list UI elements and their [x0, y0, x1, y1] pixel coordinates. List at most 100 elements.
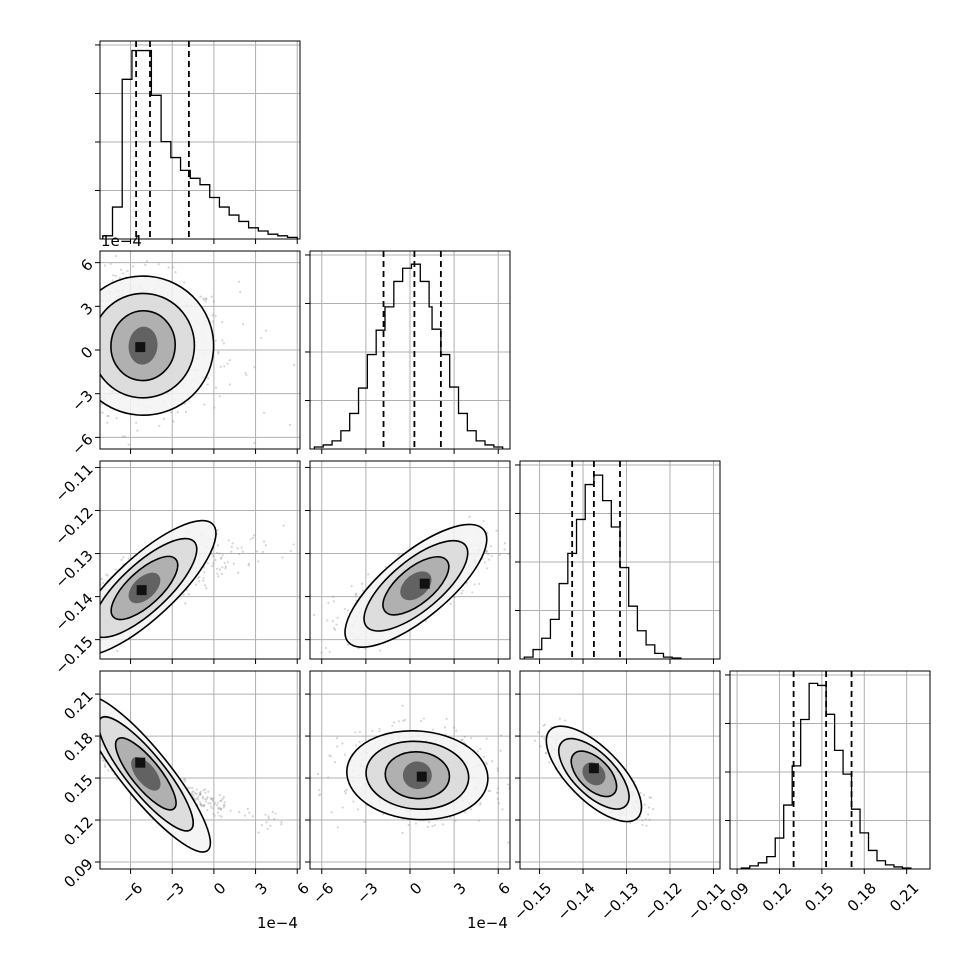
scatter-point [211, 807, 214, 810]
scatter-point [220, 807, 223, 810]
scatter-point [496, 797, 499, 801]
scatter-point [267, 815, 270, 818]
scatter-point [202, 579, 205, 583]
scatter-point [170, 411, 173, 414]
p1-top-offset-label: 1e−4 [101, 232, 142, 250]
scatter-point [271, 810, 274, 814]
scatter-point [204, 791, 207, 794]
scatter-point [341, 742, 344, 745]
scatter-point [478, 582, 481, 586]
scatter-point [211, 564, 214, 568]
scatter-point [213, 814, 216, 817]
scatter-point [361, 589, 365, 592]
scatter-point [216, 811, 219, 814]
scatter-point [221, 554, 224, 557]
scatter-point [498, 553, 502, 556]
scatter-point [461, 738, 464, 741]
scatter-point [426, 825, 430, 829]
scatter-point [443, 726, 447, 729]
scatter-point [251, 815, 254, 818]
scatter-point [222, 806, 225, 809]
scatter-point [486, 531, 489, 534]
scatter-point [199, 803, 202, 806]
scatter-point [191, 786, 194, 790]
scatter-point [121, 435, 124, 438]
scatter-point [414, 822, 418, 825]
scatter-point [647, 813, 650, 816]
scatter-point [280, 820, 283, 824]
scatter-point [533, 739, 537, 742]
scatter-point [221, 339, 224, 342]
scatter-point [343, 753, 347, 756]
scatter-point [324, 646, 328, 650]
scatter-point [260, 824, 264, 827]
scatter-point [497, 802, 501, 805]
scatter-point [226, 561, 229, 564]
scatter-point [222, 342, 226, 345]
scatter-point [216, 529, 219, 532]
scatter-point [401, 704, 404, 707]
histogram-step-p4 [740, 682, 912, 869]
scatter-point [245, 373, 248, 377]
scatter-point [488, 558, 491, 561]
scatter-point [540, 735, 543, 738]
scatter-point [217, 807, 220, 810]
scatter-point [115, 778, 118, 781]
scatter-point [367, 573, 370, 576]
scatter-point [228, 359, 231, 362]
scatter-point [260, 337, 263, 340]
scatter-point [282, 524, 285, 527]
scatter-point [544, 751, 547, 754]
scatter-panel-p1-p4: −6 −3 0 3 60.090.120.150.180.21 [60, 670, 313, 907]
scatter-point [244, 371, 247, 374]
scatter-point [320, 651, 323, 654]
scatter-point [171, 266, 175, 269]
scatter-point [192, 794, 195, 797]
scatter-point [229, 809, 232, 812]
scatter-point [231, 542, 234, 545]
scatter-point [479, 801, 482, 805]
scatter-point [106, 414, 109, 418]
scatter-point [332, 600, 335, 603]
scatter-point [195, 797, 198, 800]
scatter-point [543, 737, 546, 740]
scatter-point [257, 831, 260, 834]
scatter-point [230, 550, 233, 553]
scatter-point [205, 586, 208, 589]
scatter-point [197, 795, 200, 799]
scatter-point [401, 831, 404, 835]
scatter-point [204, 788, 207, 791]
scatter-point [197, 577, 200, 580]
scatter-point [111, 279, 114, 282]
scatter-point [564, 719, 567, 722]
scatter-point [219, 808, 223, 811]
scatter-point [335, 623, 338, 626]
scatter-point [473, 583, 476, 586]
scatter-point [398, 720, 401, 723]
scatter-point [213, 406, 216, 409]
scatter-point [273, 817, 276, 821]
scatter-point [115, 417, 118, 420]
histogram-panel-p3 [515, 460, 721, 664]
scatter-point [293, 363, 296, 367]
scatter-point [191, 791, 194, 794]
scatter-point [264, 329, 268, 332]
scatter-point [645, 824, 648, 827]
scatter-point [537, 731, 540, 734]
scatter-point [346, 609, 349, 612]
scatter-point [647, 806, 650, 809]
panel-content [100, 694, 300, 853]
scatter-point [237, 280, 240, 283]
scatter-point [184, 780, 187, 783]
scatter-point [485, 551, 488, 555]
scatter-point [114, 254, 118, 258]
scatter-point [106, 574, 109, 577]
scatter-point [266, 827, 269, 830]
scatter-point [539, 745, 542, 748]
scatter-point [219, 557, 223, 560]
scatter-point [187, 593, 190, 596]
scatter-point [205, 298, 208, 301]
scatter-point [202, 297, 205, 300]
panel-frame [519, 460, 721, 660]
scatter-point [335, 737, 339, 740]
